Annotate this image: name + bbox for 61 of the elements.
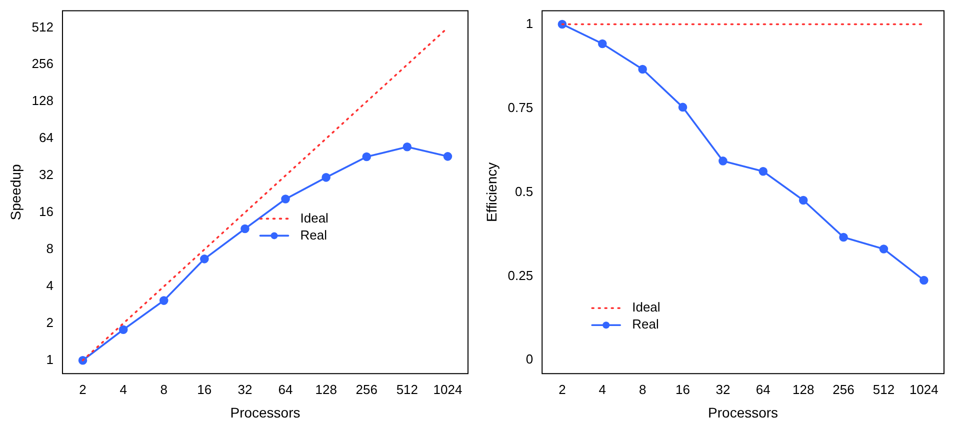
- x-tick-label: 512: [872, 382, 895, 397]
- y-tick-label: 1: [526, 16, 534, 31]
- point: [879, 244, 888, 254]
- point: [638, 64, 647, 74]
- y-tick-label: 8: [46, 241, 54, 256]
- x-tick-label: 256: [832, 382, 854, 397]
- x-tick-label: 4: [120, 382, 127, 397]
- x-tick-label: 32: [716, 382, 730, 397]
- x-tick-label: 1024: [909, 382, 938, 397]
- y-tick-label: 0.75: [508, 100, 534, 115]
- x-tick-label: 64: [756, 382, 770, 397]
- x-tick-label: 128: [792, 382, 814, 397]
- x-tick-label: 8: [160, 382, 168, 397]
- point: [402, 142, 412, 152]
- y-tick-label: 0.5: [515, 184, 534, 199]
- point: [443, 152, 452, 161]
- x-tick-label: 32: [238, 382, 252, 397]
- x-tick-label: 128: [315, 382, 337, 397]
- point: [200, 254, 209, 264]
- x-tick-label: 512: [396, 382, 418, 397]
- point: [920, 276, 928, 285]
- y-tick-label: 1: [46, 352, 54, 367]
- point: [839, 232, 848, 242]
- y-tick-label: 64: [39, 130, 54, 146]
- point: [598, 39, 607, 48]
- x-axis-title: Processors: [708, 404, 778, 420]
- legend-label: Ideal: [632, 300, 660, 315]
- y-tick-label: 256: [32, 56, 54, 72]
- x-tick-label: 1024: [433, 382, 462, 397]
- point: [758, 166, 768, 176]
- x-axis-title: Processors: [230, 404, 300, 420]
- x-tick-label: 4: [598, 382, 606, 397]
- x-tick-label: 2: [558, 382, 566, 397]
- y-tick-label: 0: [526, 352, 534, 367]
- y-axis-title: Efficiency: [483, 162, 500, 222]
- point: [159, 296, 168, 305]
- point: [322, 173, 330, 182]
- y-tick-label: 128: [32, 93, 54, 108]
- y-tick-label: 16: [39, 204, 54, 220]
- point: [362, 152, 372, 162]
- point: [240, 224, 250, 234]
- legend-label: Real: [300, 227, 328, 242]
- y-tick-label: 512: [32, 19, 54, 34]
- point: [281, 194, 290, 204]
- y-tick-label: 2: [46, 314, 54, 330]
- x-tick-label: 64: [278, 382, 293, 397]
- x-tick-label: 256: [356, 382, 378, 397]
- legend-label: Real: [632, 316, 659, 332]
- y-tick-label: 0.25: [508, 268, 534, 283]
- x-tick-label: 2: [79, 382, 86, 397]
- legend-label: Ideal: [300, 210, 329, 226]
- point: [798, 196, 808, 205]
- x-tick-label: 16: [676, 382, 690, 397]
- point: [118, 325, 128, 334]
- y-tick-label: 32: [39, 167, 54, 182]
- x-tick-label: 8: [638, 382, 646, 397]
- point: [678, 102, 688, 112]
- y-axis-title: Speedup: [7, 164, 24, 220]
- point: [718, 156, 728, 166]
- x-tick-label: 16: [197, 382, 212, 397]
- y-tick-label: 4: [46, 278, 54, 294]
